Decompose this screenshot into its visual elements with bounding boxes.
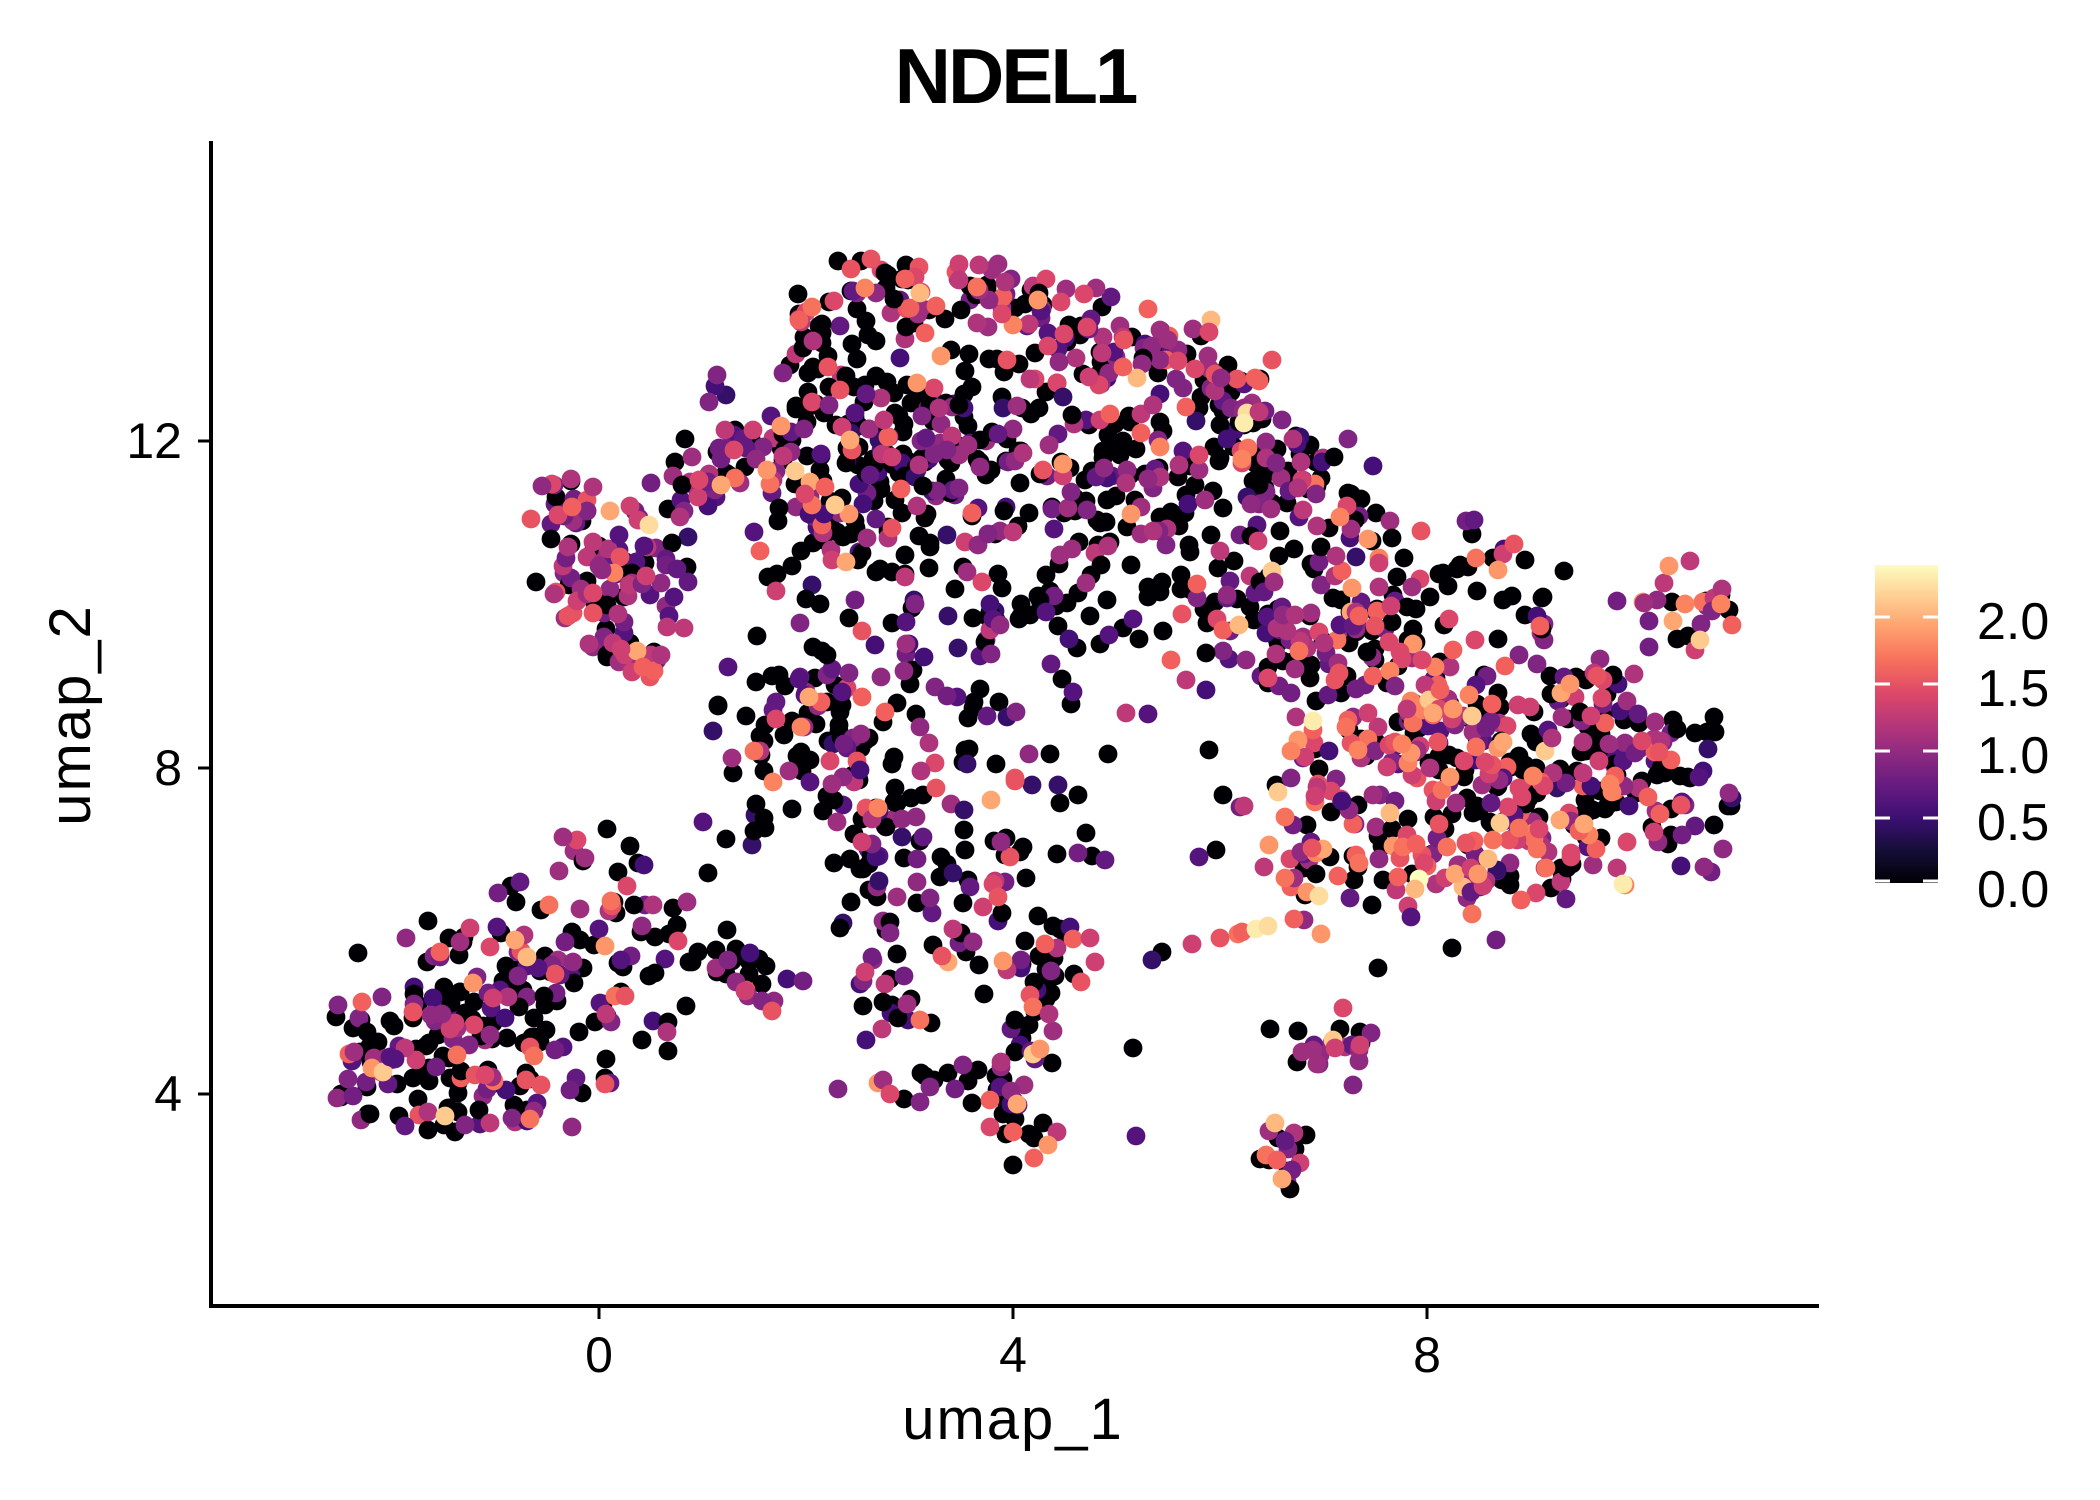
svg-text:4: 4 [999, 1327, 1027, 1383]
svg-text:1.5: 1.5 [1977, 660, 2049, 718]
svg-text:1.0: 1.0 [1977, 727, 2049, 785]
svg-text:2.0: 2.0 [1977, 593, 2049, 651]
svg-text:4: 4 [154, 1066, 182, 1122]
svg-text:umap_2: umap_2 [38, 604, 103, 826]
svg-text:12: 12 [126, 413, 182, 469]
svg-text:0.0: 0.0 [1977, 861, 2049, 919]
svg-text:umap_1: umap_1 [902, 1387, 1124, 1452]
svg-text:0: 0 [585, 1327, 613, 1383]
svg-text:8: 8 [154, 740, 182, 796]
svg-text:NDEL1: NDEL1 [895, 32, 1137, 120]
svg-text:8: 8 [1413, 1327, 1441, 1383]
svg-text:0.5: 0.5 [1977, 794, 2049, 852]
